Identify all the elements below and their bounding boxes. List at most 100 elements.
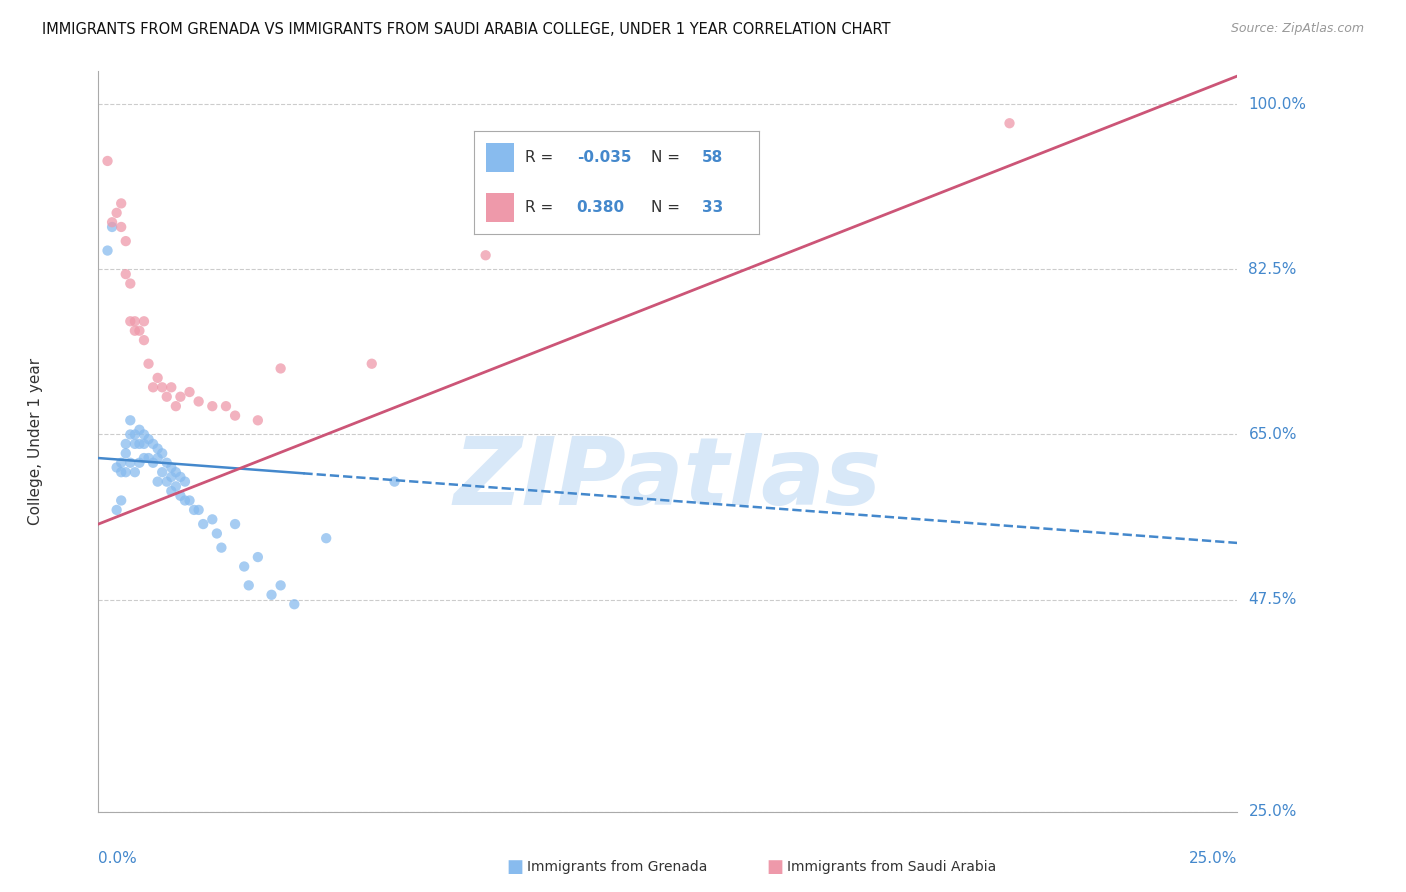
Text: Source: ZipAtlas.com: Source: ZipAtlas.com bbox=[1230, 22, 1364, 36]
Text: ■: ■ bbox=[766, 858, 783, 876]
Point bbox=[215, 399, 238, 413]
Point bbox=[138, 432, 160, 446]
Text: 0.0%: 0.0% bbox=[98, 851, 138, 865]
Point bbox=[156, 456, 179, 470]
Point bbox=[315, 531, 337, 545]
Point bbox=[120, 314, 142, 328]
Point bbox=[124, 437, 146, 451]
Point bbox=[114, 437, 136, 451]
Point bbox=[114, 465, 136, 479]
Point bbox=[233, 559, 256, 574]
Point bbox=[124, 427, 146, 442]
Point bbox=[160, 460, 183, 475]
Point bbox=[165, 479, 187, 493]
Point bbox=[124, 314, 146, 328]
Point bbox=[124, 465, 146, 479]
Text: IMMIGRANTS FROM GRENADA VS IMMIGRANTS FROM SAUDI ARABIA COLLEGE, UNDER 1 YEAR CO: IMMIGRANTS FROM GRENADA VS IMMIGRANTS FR… bbox=[42, 22, 890, 37]
Point bbox=[138, 451, 160, 466]
Point bbox=[187, 503, 209, 517]
Point bbox=[120, 427, 142, 442]
Point bbox=[138, 357, 160, 371]
Point bbox=[128, 423, 150, 437]
Point bbox=[169, 390, 191, 404]
Text: ■: ■ bbox=[506, 858, 523, 876]
Point bbox=[160, 484, 183, 499]
Point bbox=[193, 517, 215, 532]
Point bbox=[201, 399, 224, 413]
Point bbox=[146, 442, 169, 456]
Point bbox=[114, 446, 136, 460]
Point bbox=[142, 380, 165, 394]
Point bbox=[105, 460, 128, 475]
Text: 82.5%: 82.5% bbox=[1249, 262, 1296, 277]
Point bbox=[150, 380, 173, 394]
Point bbox=[128, 456, 150, 470]
Text: College, Under 1 year: College, Under 1 year bbox=[28, 358, 44, 525]
Point bbox=[246, 550, 269, 565]
Point bbox=[146, 451, 169, 466]
Point bbox=[183, 503, 205, 517]
Point bbox=[384, 475, 406, 489]
Point bbox=[132, 437, 155, 451]
Point bbox=[132, 451, 155, 466]
Point bbox=[270, 361, 292, 376]
Point bbox=[120, 413, 142, 427]
Point bbox=[360, 357, 382, 371]
Point bbox=[124, 324, 146, 338]
Point bbox=[174, 493, 197, 508]
Point bbox=[150, 465, 173, 479]
Point bbox=[146, 371, 169, 385]
Point bbox=[156, 475, 179, 489]
Point bbox=[224, 409, 246, 423]
Text: 25.0%: 25.0% bbox=[1249, 805, 1296, 819]
Point bbox=[165, 399, 187, 413]
Point bbox=[96, 153, 118, 168]
Point bbox=[588, 135, 610, 149]
Point bbox=[110, 493, 132, 508]
Point bbox=[209, 541, 232, 555]
Point bbox=[169, 470, 191, 484]
Point bbox=[142, 456, 165, 470]
Point bbox=[105, 206, 128, 220]
Point bbox=[283, 597, 305, 611]
Point bbox=[150, 446, 173, 460]
Point bbox=[187, 394, 209, 409]
Point bbox=[120, 456, 142, 470]
Point bbox=[205, 526, 228, 541]
Point bbox=[160, 380, 183, 394]
Point bbox=[260, 588, 283, 602]
Point bbox=[110, 456, 132, 470]
Point bbox=[128, 437, 150, 451]
Point bbox=[146, 475, 169, 489]
Point bbox=[201, 512, 224, 526]
Point bbox=[142, 437, 165, 451]
Point bbox=[110, 219, 132, 234]
Point bbox=[169, 489, 191, 503]
Point bbox=[101, 219, 124, 234]
Point bbox=[96, 244, 118, 258]
Text: 47.5%: 47.5% bbox=[1249, 592, 1296, 607]
Text: 100.0%: 100.0% bbox=[1249, 97, 1306, 112]
Point bbox=[179, 493, 201, 508]
Point bbox=[110, 196, 132, 211]
Text: Immigrants from Grenada: Immigrants from Grenada bbox=[527, 860, 707, 874]
Point bbox=[114, 234, 136, 248]
Point bbox=[238, 578, 260, 592]
Point bbox=[110, 465, 132, 479]
Point bbox=[156, 390, 179, 404]
Point bbox=[998, 116, 1021, 130]
Point bbox=[270, 578, 292, 592]
Point bbox=[160, 470, 183, 484]
Point bbox=[101, 215, 124, 229]
Point bbox=[246, 413, 269, 427]
Text: 65.0%: 65.0% bbox=[1249, 427, 1296, 442]
Point bbox=[179, 384, 201, 399]
Point bbox=[132, 333, 155, 347]
Text: Immigrants from Saudi Arabia: Immigrants from Saudi Arabia bbox=[787, 860, 997, 874]
Point bbox=[224, 517, 246, 532]
Point bbox=[174, 475, 197, 489]
Text: 25.0%: 25.0% bbox=[1189, 851, 1237, 865]
Point bbox=[114, 267, 136, 281]
Point bbox=[132, 314, 155, 328]
Point bbox=[165, 465, 187, 479]
